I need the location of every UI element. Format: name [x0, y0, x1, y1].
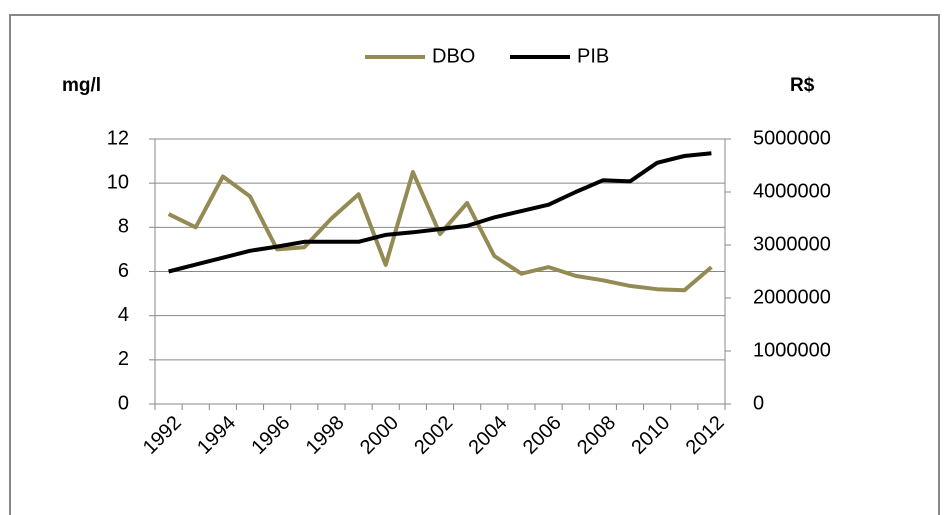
y-tick-label: 10: [107, 171, 129, 193]
y-tick-label: 8: [118, 216, 129, 238]
y2-tick-label: 4000000: [753, 180, 831, 202]
y2-tick-label: 2000000: [753, 286, 831, 308]
y-axis-title: mg/l: [62, 75, 101, 96]
y-tick-label: 4: [118, 304, 129, 326]
chart-frame: [9, 14, 940, 515]
legend-label: PIB: [577, 45, 609, 67]
y2-tick-label: 3000000: [753, 233, 831, 255]
y2-tick-label: 0: [753, 392, 764, 414]
y2-tick-label: 5000000: [753, 127, 831, 149]
y-tick-label: 0: [118, 392, 129, 414]
y2-tick-label: 1000000: [753, 339, 831, 361]
y-tick-label: 2: [118, 348, 129, 370]
y-tick-label: 6: [118, 260, 129, 282]
y-tick-label: 12: [107, 127, 129, 149]
data-line: [168, 151, 712, 274]
y2-axis-title: R$: [790, 75, 815, 96]
legend-label: DBO: [432, 45, 475, 67]
data-line: [167, 170, 713, 293]
